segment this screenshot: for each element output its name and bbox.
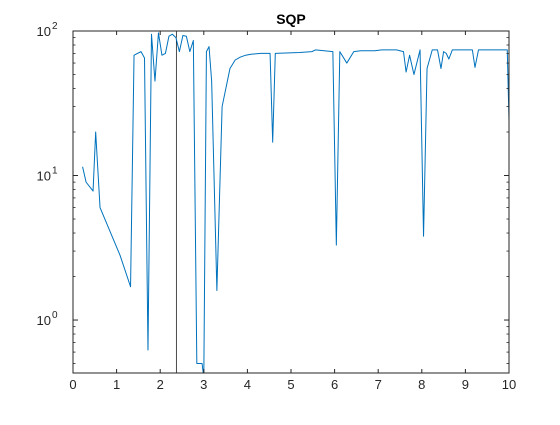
x-tick-label: 8 [418, 377, 425, 392]
y-tick-label: 10 [37, 24, 51, 39]
x-tick-label: 5 [287, 377, 294, 392]
y-tick-label: 10 [37, 169, 51, 184]
y-tick-exponent: 0 [52, 310, 58, 321]
axes-background [73, 31, 509, 373]
x-tick-label: 2 [157, 377, 164, 392]
x-tick-label: 7 [375, 377, 382, 392]
x-tick-label: 0 [69, 377, 76, 392]
chart-title: SQP [276, 11, 306, 27]
x-tick-label: 9 [462, 377, 469, 392]
x-tick-label: 6 [331, 377, 338, 392]
series-line-1 [82, 32, 509, 373]
plot-content [82, 31, 509, 373]
y-tick-exponent: 2 [52, 21, 58, 32]
x-tick-label: 3 [200, 377, 207, 392]
y-tick-label: 10 [37, 313, 51, 328]
x-tick-label: 4 [244, 377, 251, 392]
y-tick-exponent: 1 [52, 166, 58, 177]
x-tick-label: 10 [502, 377, 516, 392]
x-tick-label: 1 [113, 377, 120, 392]
